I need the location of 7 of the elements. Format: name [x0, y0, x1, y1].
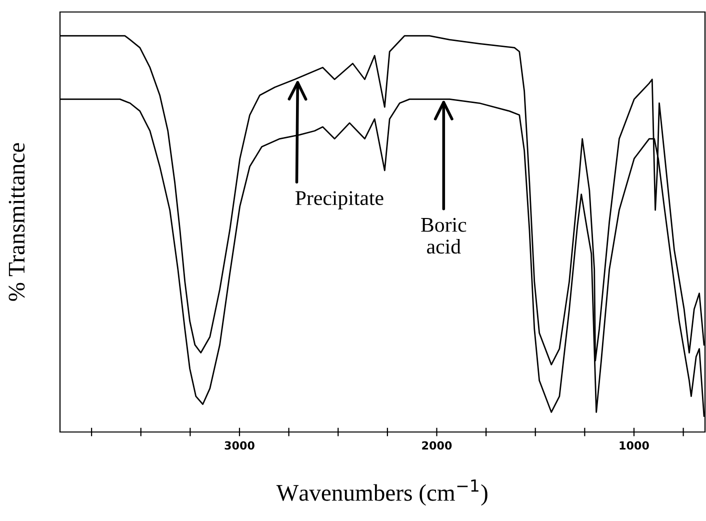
x-tick-label: 2000 — [422, 441, 452, 450]
y-axis-title: % Transmittance — [8, 143, 25, 301]
annotation: Precipitate — [296, 191, 384, 210]
x-tick-label: 3000 — [224, 441, 254, 450]
annotation: Boric acid — [421, 218, 466, 254]
x-tick-label: 1000 — [620, 441, 649, 450]
x-axis-title: Wavenumbers (cm$^{−1}$) — [276, 480, 488, 506]
